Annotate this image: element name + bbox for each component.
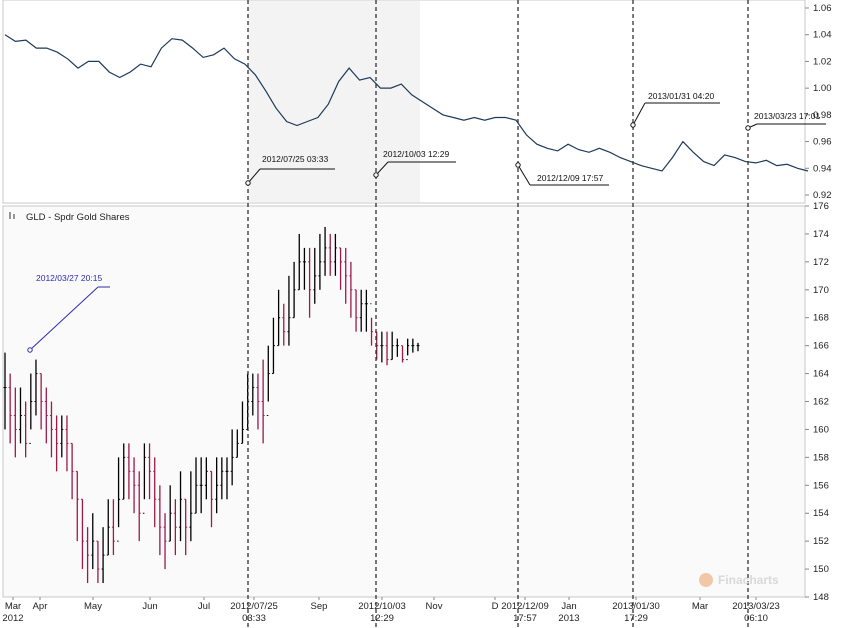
x-tick-label: 2012/10/03	[358, 601, 406, 612]
x-tick-label: Jul	[198, 601, 210, 612]
x-tick-label: 2013/01/30	[612, 601, 660, 612]
x-tick-sublabel: 12:29	[370, 613, 394, 624]
top-y-tick-label: 0.94	[813, 163, 832, 174]
annotation-marker	[245, 180, 251, 186]
bottom-y-tick-label: 152	[813, 536, 829, 547]
x-tick-label: 2012/07/25	[230, 601, 278, 612]
annotation-label: 2012/10/03 12:29	[383, 149, 449, 159]
x-tick-label: Jun	[142, 601, 157, 612]
top-y-tick-label: 1.00	[813, 83, 832, 94]
legend: GLD - Spdr Gold Shares	[9, 212, 130, 223]
annotation-label: 2012/12/09 17:57	[537, 173, 603, 183]
bottom-y-tick-label: 154	[813, 508, 829, 519]
annotation-marker	[630, 122, 636, 128]
top-y-tick-label: 1.02	[813, 56, 832, 67]
bottom-y-tick-label: 166	[813, 341, 829, 352]
annotation-marker	[27, 347, 33, 353]
watermark: Finacharts	[699, 573, 779, 587]
x-tick-sublabel: 2012	[2, 613, 23, 624]
top-panel: 1.06 1.04 1.02 1.00 0.98 0.96 0.94 0.92	[2, 0, 832, 204]
bottom-y-tick-label: 156	[813, 480, 829, 491]
bottom-y-tick-label: 148	[813, 592, 829, 603]
top-y-tick-label: 0.98	[813, 110, 832, 121]
top-panel-shade	[248, 1, 420, 202]
x-tick-label: 2012/12/09	[501, 601, 549, 612]
annotation-label: 2013/03/23 17:01	[754, 111, 820, 121]
annotation-leader	[247, 168, 261, 184]
bottom-y-tick-label: 162	[813, 397, 829, 408]
annotation-label: 2013/01/31 04:20	[648, 91, 714, 101]
x-tick-label: 2013/03/23	[732, 601, 780, 612]
x-tick-sublabel: 03:33	[242, 613, 266, 624]
x-tick-sublabel: 17:57	[513, 613, 537, 624]
x-tick-sublabel: 06:10	[744, 613, 768, 624]
top-y-tick-label: 1.04	[813, 30, 832, 41]
bottom-y-tick-label: 158	[813, 452, 829, 463]
top-series-line	[4, 34, 809, 172]
annotation-leader	[29, 286, 99, 351]
x-tick-sublabel: 17:29	[624, 613, 648, 624]
top-y-tick-label: 1.06	[813, 3, 832, 14]
top-y-tick-label: 0.96	[813, 137, 832, 148]
finacharts-logo-icon	[699, 573, 713, 587]
top-y-tick-label: 0.92	[813, 190, 832, 201]
watermark-text: Finacharts	[718, 573, 779, 587]
x-tick-label: May	[84, 601, 102, 612]
annotation-marker	[515, 162, 521, 168]
annotation-leader	[375, 161, 389, 176]
x-tick-label: Nov	[426, 601, 443, 612]
x-tick-label: Mar	[5, 601, 21, 612]
legend-label: GLD - Spdr Gold Shares	[26, 212, 130, 223]
annotation-leader	[517, 164, 531, 186]
x-tick-label: Mar	[692, 601, 708, 612]
bottom-y-tick-label: 174	[813, 229, 829, 240]
annotation-marker	[373, 172, 379, 178]
annotation-label: 2012/07/25 03:33	[262, 154, 328, 164]
bottom-y-tick-label: 170	[813, 285, 829, 296]
x-tick-label: Jan	[561, 601, 576, 612]
annotation-marker	[745, 125, 751, 131]
x-tick-label: Sep	[311, 601, 328, 612]
bottom-panel-frame	[2, 205, 806, 598]
x-tick-label: D	[492, 601, 499, 612]
bottom-y-tick-label: 176	[813, 201, 829, 212]
bottom-y-tick-label: 160	[813, 424, 829, 435]
annotation-leader	[632, 102, 646, 126]
x-tick-sublabel: 2013	[558, 613, 579, 624]
bottom-y-tick-label: 168	[813, 313, 829, 324]
bottom-y-tick-label: 164	[813, 369, 829, 380]
bottom-y-tick-label: 172	[813, 257, 829, 268]
x-tick-label: Apr	[33, 601, 48, 612]
bottom-panel: 176 174 172 170 168 166 164 162 160 158 156 154 152 1…	[2, 201, 829, 603]
annotation-label: 2012/03/27 20:15	[36, 273, 102, 283]
bottom-y-tick-label: 150	[813, 564, 829, 575]
annotations: 2012/07/25 03:33 2012/10/03 12:29 2012/12/…	[27, 0, 826, 628]
